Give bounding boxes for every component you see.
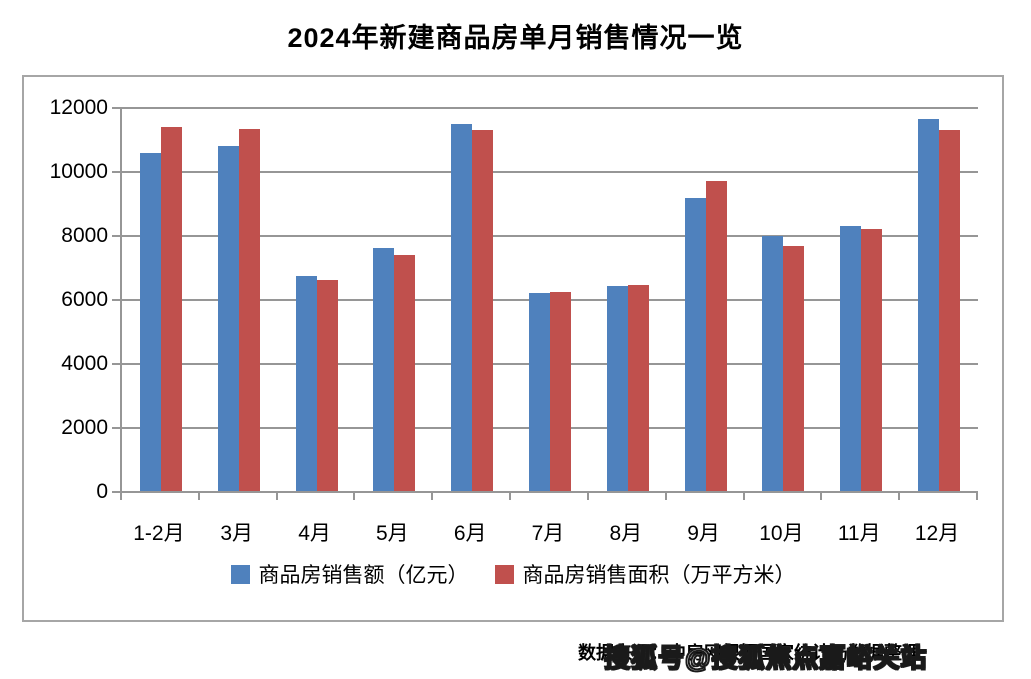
x-axis-label-11月: 11月	[837, 522, 881, 545]
y-axis-label-0: 0	[96, 480, 108, 503]
legend-item-sales-area: 商品房销售面积（万平方米）	[494, 559, 796, 589]
bar	[238, 129, 260, 491]
data-source-note: 数据来源：中房网根据国家统计局数据整理	[578, 643, 920, 663]
x-tick-7	[665, 493, 667, 500]
y-axis-label-4000: 4000	[61, 352, 108, 375]
bar	[762, 236, 784, 491]
y-tick-8000	[112, 235, 120, 237]
y-tick-0	[112, 491, 120, 493]
bar	[472, 130, 494, 491]
bar-group-3月	[200, 107, 278, 491]
bar	[918, 119, 940, 491]
bar-group-7月	[511, 107, 589, 491]
x-tick-11	[976, 493, 978, 500]
legend-swatch-sales-value-icon	[230, 564, 250, 584]
y-axis-label-10000: 10000	[49, 160, 108, 183]
bar-group-4月	[278, 107, 356, 491]
bar	[316, 280, 338, 491]
x-tick-8	[743, 493, 745, 500]
bar	[939, 130, 961, 491]
legend-label-sales-area: 商品房销售面积（万平方米）	[522, 564, 796, 587]
y-axis-label-8000: 8000	[61, 224, 108, 247]
chart-frame: 0 2000 4000 6000 8000 10000 12000 1-2月 3月 4月 5月 6月…	[22, 75, 1004, 622]
x-tick-10	[898, 493, 900, 500]
y-axis-label-2000: 2000	[61, 416, 108, 439]
x-tick-0	[120, 493, 122, 500]
chart-title: 2024年新建商品房单月销售情况一览	[287, 23, 744, 53]
bar	[451, 124, 473, 491]
legend-item-sales-value: 商品房销售额（亿元）	[230, 559, 469, 589]
bar	[394, 255, 416, 491]
bar	[160, 127, 182, 491]
x-axis-label-4月: 4月	[298, 522, 331, 545]
x-axis-label-7月: 7月	[531, 522, 565, 545]
y-axis-label-12000: 12000	[49, 96, 108, 119]
x-axis-labels: 1-2月 3月 4月 5月 6月 7月 8月 9月 10月 11月 12月	[120, 517, 976, 547]
y-tick-12000	[112, 107, 120, 109]
x-axis-label-12月: 12月	[914, 522, 960, 545]
bar-group-8月	[589, 107, 667, 491]
x-tick-4	[431, 493, 433, 500]
bar	[295, 276, 317, 491]
x-tick-1	[198, 493, 200, 500]
plot-area	[120, 107, 978, 493]
gridline-8000	[122, 235, 978, 237]
bar	[840, 226, 862, 491]
bar	[139, 153, 161, 491]
bar	[861, 229, 883, 491]
bar-groups	[122, 107, 978, 491]
x-tick-3	[353, 493, 355, 500]
x-tick-2	[276, 493, 278, 500]
bar	[705, 181, 727, 491]
x-tick-5	[509, 493, 511, 500]
x-tick-6	[587, 493, 589, 500]
legend-label-sales-value: 商品房销售额（亿元）	[258, 564, 469, 587]
bar-group-1-2月	[122, 107, 200, 491]
y-tick-10000	[112, 171, 120, 173]
bar-group-9月	[667, 107, 745, 491]
y-axis-label-6000: 6000	[61, 288, 108, 311]
x-tick-9	[820, 493, 822, 500]
gridline-10000	[122, 171, 978, 173]
y-tick-6000	[112, 299, 120, 301]
x-axis-label-6月: 6月	[453, 522, 487, 545]
bar	[684, 198, 706, 491]
bar-group-11月	[822, 107, 900, 491]
x-axis-label-8月: 8月	[609, 522, 643, 545]
legend-swatch-sales-area-icon	[494, 564, 514, 584]
bar	[627, 285, 649, 491]
y-tick-2000	[112, 427, 120, 429]
y-tick-4000	[112, 363, 120, 365]
bar	[217, 146, 239, 491]
watermark-text: 搜狐号@搜狐焦点嘉峪关站	[603, 642, 928, 674]
x-axis-label-10月: 10月	[759, 522, 804, 545]
bar-group-10月	[745, 107, 823, 491]
x-axis-label-1-2月: 1-2月	[133, 522, 185, 545]
x-axis-label-5月: 5月	[376, 522, 409, 545]
bar-group-6月	[433, 107, 511, 491]
bar	[528, 293, 550, 491]
bar	[549, 292, 571, 491]
bar	[373, 248, 395, 491]
legend: 商品房销售额（亿元） 商品房销售面积（万平方米）	[24, 559, 1002, 589]
x-axis-label-9月: 9月	[687, 522, 720, 545]
gridline-12000	[122, 107, 978, 109]
bar-group-5月	[355, 107, 433, 491]
bar	[606, 286, 628, 491]
x-axis-label-3月: 3月	[220, 522, 254, 545]
bar	[783, 246, 805, 491]
bar-group-12月	[900, 107, 978, 491]
